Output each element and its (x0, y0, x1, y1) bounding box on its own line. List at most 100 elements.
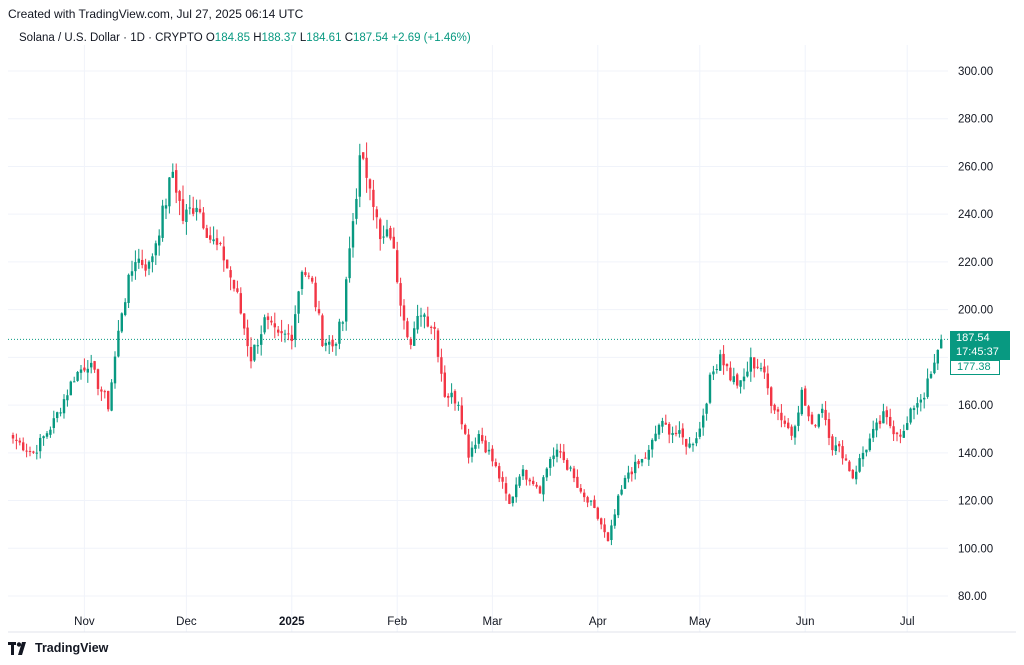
y-tick-label: 140.00 (958, 448, 993, 460)
candle-body (637, 460, 640, 465)
candle-body (11, 435, 15, 439)
candle-body (76, 371, 79, 381)
candle-body (919, 399, 922, 403)
x-tick-label: Nov (74, 616, 95, 628)
high-label: H (253, 32, 262, 44)
candle-body (372, 189, 375, 207)
candle-body (477, 433, 480, 444)
candle-body (596, 507, 599, 519)
candle-body (576, 476, 579, 488)
candle-body (168, 177, 171, 207)
candle-body (804, 388, 807, 406)
candle-body (671, 432, 674, 436)
candle-body (491, 448, 494, 462)
candle-body (69, 381, 72, 396)
candle-body (572, 468, 576, 479)
candle-body (515, 484, 518, 498)
candle-body (188, 207, 191, 209)
candle-body (759, 368, 763, 370)
candle-body (817, 414, 820, 427)
y-tick-label: 240.00 (958, 209, 993, 221)
y-tick-label: 80.00 (958, 591, 987, 603)
candle-body (729, 367, 732, 381)
low-value: 184.61 (306, 32, 342, 44)
candle-body (409, 338, 412, 345)
candle-body (96, 369, 100, 389)
candle-body (447, 395, 450, 398)
candle-body (681, 428, 684, 438)
candle-body (521, 469, 525, 477)
candle-body (773, 404, 776, 411)
candle-body (610, 525, 613, 541)
candle-body (712, 371, 715, 375)
candle-body (270, 320, 273, 323)
candle-body (827, 419, 831, 438)
candle-body (294, 314, 297, 340)
candle-body (202, 212, 205, 229)
candle-body (147, 261, 151, 269)
candle-body (892, 426, 895, 435)
candle-body (861, 452, 865, 460)
symbol-legend: Solana / U.S. Dollar · 1D · CRYPTO O184.… (19, 32, 471, 44)
x-tick-label: 2025 (279, 616, 305, 628)
candle-body (617, 495, 620, 516)
candle-body (756, 366, 759, 368)
candle-body (137, 258, 140, 263)
candle-body (589, 500, 593, 502)
candle-body (749, 357, 752, 372)
candle-body (763, 366, 766, 373)
candle-body (889, 416, 892, 427)
candle-body (406, 321, 409, 338)
candle-body (508, 494, 511, 504)
candle-body (22, 442, 25, 451)
candle-body (732, 376, 735, 383)
secondary-price-label: 177.38 (950, 360, 1000, 375)
candle-body (555, 449, 559, 457)
candle-body (154, 243, 157, 256)
candle-body (56, 412, 59, 419)
open-label: O (205, 32, 215, 44)
candle-body (345, 279, 348, 322)
candle-body (450, 392, 453, 398)
candle-body (249, 346, 253, 362)
candle-body (926, 378, 929, 397)
y-tick-label: 300.00 (958, 66, 993, 78)
candle-body (73, 381, 76, 383)
candle-body (341, 322, 344, 324)
candle-body (487, 449, 491, 452)
candle-body (317, 309, 321, 314)
grid (8, 45, 948, 632)
candle-body (171, 171, 174, 178)
candle-body (807, 406, 810, 417)
candle-body (212, 239, 215, 242)
candle-body (127, 274, 130, 304)
candle-body (464, 425, 467, 434)
candle-body (392, 236, 395, 249)
candle-body (678, 430, 681, 434)
candle-body (793, 426, 797, 438)
candle-body (552, 455, 555, 460)
candle-body (562, 451, 565, 461)
candle-body (382, 236, 385, 238)
open-value: 184.85 (214, 32, 250, 44)
candle-body (906, 423, 909, 430)
candle-body (725, 363, 729, 367)
candle-body (243, 313, 246, 329)
candle-body (542, 477, 545, 495)
tradingview-footer[interactable]: TradingView (8, 641, 108, 655)
candle-body (110, 382, 113, 411)
candle-body (858, 458, 861, 472)
candle-body (855, 471, 858, 480)
candles (11, 142, 943, 546)
candle-body (936, 349, 939, 364)
candle-body (355, 198, 358, 219)
change-value: +2.69 (+1.46%) (391, 32, 471, 44)
candle-body (443, 372, 446, 397)
candle-body (916, 403, 919, 408)
candle-body (375, 209, 378, 218)
candle-body (651, 439, 654, 450)
y-tick-label: 280.00 (958, 114, 993, 126)
candle-body (780, 412, 783, 421)
candle-body (538, 486, 542, 494)
